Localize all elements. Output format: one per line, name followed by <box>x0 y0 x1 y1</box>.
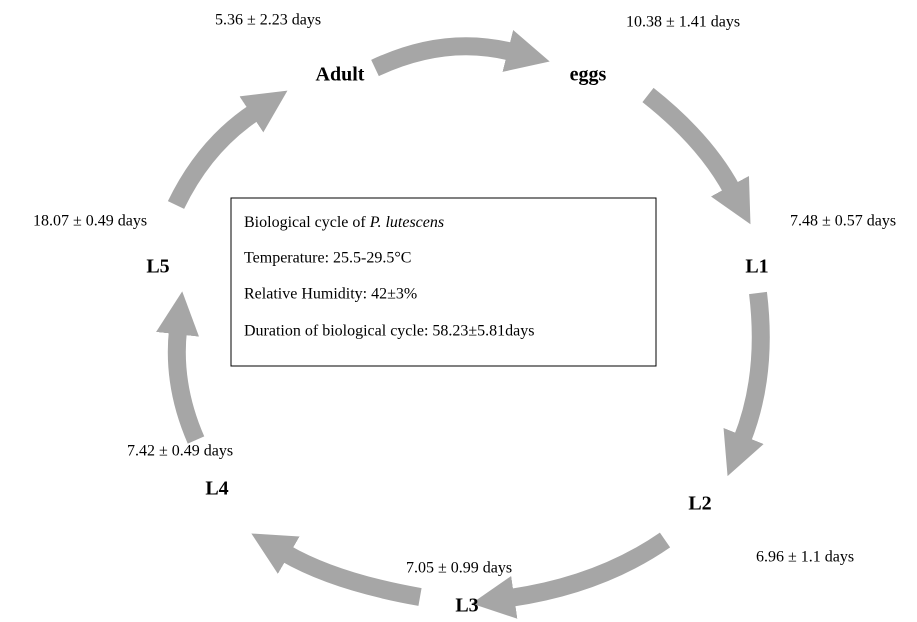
info-box-frame <box>230 197 657 367</box>
duration-label: 7.42 ± 0.49 days <box>127 443 233 460</box>
arrow <box>251 533 422 606</box>
arrow <box>156 291 205 444</box>
arrow <box>167 90 288 209</box>
info-line: Temperature: 25.5-29.5°C <box>244 250 411 267</box>
info-line: Duration of biological cycle: 58.23±5.81… <box>244 323 535 340</box>
info-title: Biological cycle of P. lutescens <box>244 214 444 231</box>
duration-label: 7.05 ± 0.99 days <box>406 560 512 577</box>
arrows <box>156 30 770 619</box>
node-label: Adult <box>316 64 365 86</box>
info-line: Relative Humidity: 42±3% <box>244 286 417 303</box>
arrow <box>471 532 671 619</box>
node-label: L2 <box>688 493 711 515</box>
node-label: L4 <box>205 478 228 500</box>
node-label: L5 <box>146 256 169 278</box>
node-label: L3 <box>455 595 478 617</box>
node-label: eggs <box>570 64 607 86</box>
duration-label: 10.38 ± 1.41 days <box>626 14 740 31</box>
info-title-species: P. lutescens <box>369 214 444 231</box>
info-title-prefix: Biological cycle of <box>244 214 366 231</box>
info-box: Biological cycle of P. lutescens Tempera… <box>230 197 657 367</box>
node-label: L1 <box>745 256 768 278</box>
duration-label: 5.36 ± 2.23 days <box>215 12 321 29</box>
duration-label: 7.48 ± 0.57 days <box>790 213 896 230</box>
arrow <box>371 30 550 77</box>
arrow <box>723 291 770 477</box>
duration-label: 18.07 ± 0.49 days <box>33 213 147 230</box>
arrow <box>642 87 751 225</box>
duration-label: 6.96 ± 1.1 days <box>756 549 854 566</box>
